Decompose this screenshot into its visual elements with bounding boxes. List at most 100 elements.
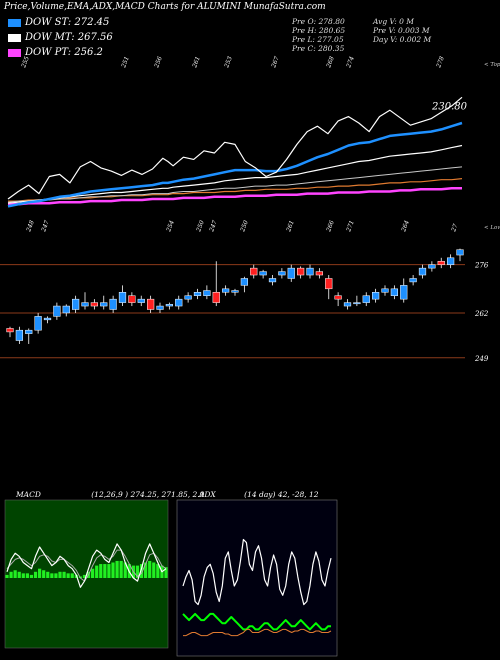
- ema-series-ema-long: [8, 178, 463, 202]
- macd-histogram-bar: [91, 568, 95, 578]
- candle-up: [390, 288, 398, 296]
- lows-label: < Lows: [484, 225, 500, 231]
- macd-histogram-bar: [111, 562, 115, 578]
- candle-down: [325, 278, 333, 290]
- bottom-tick-label: 250: [239, 219, 250, 233]
- candle-up: [231, 290, 239, 293]
- macd-histogram-bar: [123, 562, 127, 578]
- candle-up: [400, 285, 408, 300]
- dow-mt-swatch: [8, 33, 21, 42]
- candle-up: [362, 295, 370, 303]
- top-tick-label: 255: [20, 55, 31, 69]
- pre-close: Pre C: 280.35: [292, 44, 345, 53]
- price-level-label: 276: [474, 262, 489, 270]
- candle-up: [409, 278, 417, 283]
- chart-title: Price,Volume,EMA,ADX,MACD Charts for ALU…: [4, 2, 326, 12]
- macd-histogram-bar: [148, 560, 152, 578]
- tops-label: < Tops: [484, 62, 500, 68]
- macd-histogram-bar: [29, 574, 34, 578]
- macd-histogram-bar: [62, 571, 66, 578]
- macd-histogram-bar: [17, 571, 21, 578]
- macd-histogram-bar: [70, 573, 74, 578]
- macd-histogram-bar: [135, 565, 140, 578]
- candle-down: [250, 267, 258, 276]
- candle-down: [6, 328, 14, 333]
- candle-up: [381, 288, 389, 293]
- candle-up: [193, 292, 202, 296]
- ema-last-value: 230.80: [431, 101, 468, 112]
- adx-values: (14 day) 42, -28, 12: [244, 490, 319, 499]
- bottom-tick-label: 250: [195, 219, 206, 233]
- adx-series-minus-di: [183, 628, 332, 637]
- candle-up: [109, 298, 117, 310]
- pre-volume: Pre V: 0.003 M: [373, 26, 430, 35]
- macd-histogram-bar: [99, 564, 103, 578]
- dow-st-swatch: [8, 18, 21, 27]
- pre-open: Pre O: 278.80: [292, 17, 345, 26]
- macd-histogram-bar: [33, 571, 38, 578]
- candle-up: [81, 302, 89, 307]
- bottom-tick-label: 271: [345, 220, 356, 234]
- ema-series-close: [7, 96, 463, 200]
- adx-series-plus-di: [182, 612, 331, 631]
- candle-down: [334, 295, 342, 300]
- candle-down: [128, 295, 136, 303]
- macd-histogram-bar: [25, 573, 29, 578]
- adx-header: ADX (14 day) 42, -28, 12: [199, 490, 319, 499]
- candle-up: [240, 278, 248, 286]
- dow-mt-legend: DOW MT: 267.56: [8, 32, 113, 43]
- macd-histogram-bar: [54, 573, 58, 578]
- pre-low: Pre L: 277.05: [292, 35, 344, 44]
- candle-up: [137, 298, 145, 303]
- top-tick-label: 251: [120, 56, 131, 70]
- dow-st-legend: DOW ST: 272.45: [8, 17, 109, 28]
- macd-histogram-bar: [9, 571, 13, 578]
- bottom-tick-label: 266: [325, 219, 336, 233]
- macd-histogram-bar: [95, 565, 99, 578]
- bottom-tick-label: 248: [25, 219, 36, 233]
- top-tick-label: 261: [191, 56, 202, 70]
- bottom-tick-label: 247: [208, 219, 219, 233]
- candle-up: [100, 302, 108, 307]
- top-tick-label: 268: [325, 55, 336, 69]
- candle-down: [315, 271, 323, 276]
- dow-st-label: DOW ST: 272.45: [25, 17, 110, 28]
- candle-down: [437, 260, 445, 265]
- macd-title: MACD: [16, 490, 41, 499]
- candle-up: [72, 298, 80, 310]
- macd-histogram-bar: [156, 564, 160, 578]
- candle-down: [212, 292, 220, 303]
- macd-histogram-bar: [5, 574, 9, 578]
- candle-up: [268, 278, 277, 283]
- candle-up: [53, 305, 61, 317]
- candle-up: [175, 298, 183, 307]
- candle-up: [456, 249, 464, 256]
- pre-high: Pre H: 280.65: [292, 26, 346, 35]
- candle-up: [447, 257, 455, 265]
- macd-histogram-bar: [152, 562, 156, 578]
- candle-up: [165, 304, 173, 307]
- candle-up: [25, 329, 33, 334]
- macd-header: MACD (12,26,9 ) 274.25, 271.85, 2.9: [16, 490, 204, 499]
- candle-up: [418, 267, 427, 276]
- bottom-tick-label: 247: [40, 219, 51, 233]
- price-level-label: 249: [474, 355, 489, 363]
- candle-up: [428, 264, 436, 269]
- macd-histogram-bar: [144, 562, 148, 578]
- candle-up: [259, 271, 267, 276]
- macd-histogram-bar: [58, 571, 62, 578]
- bottom-tick-label: 27: [450, 223, 460, 234]
- avg-volume: Avg V: 0 M: [373, 17, 414, 26]
- bottom-tick-label: 264: [400, 219, 411, 233]
- candle-up: [353, 302, 361, 305]
- candle-up: [203, 290, 211, 296]
- macd-histogram-bar: [139, 564, 144, 578]
- adx-series-dx: [182, 538, 332, 606]
- dow-mt-label: DOW MT: 267.56: [25, 32, 113, 43]
- candle-down: [297, 267, 305, 276]
- macd-values: (12,26,9 ) 274.25, 271.85, 2.9: [91, 490, 205, 499]
- ema-series-ema-slow: [7, 166, 463, 203]
- candle-up: [34, 316, 42, 331]
- candle-down: [90, 302, 98, 307]
